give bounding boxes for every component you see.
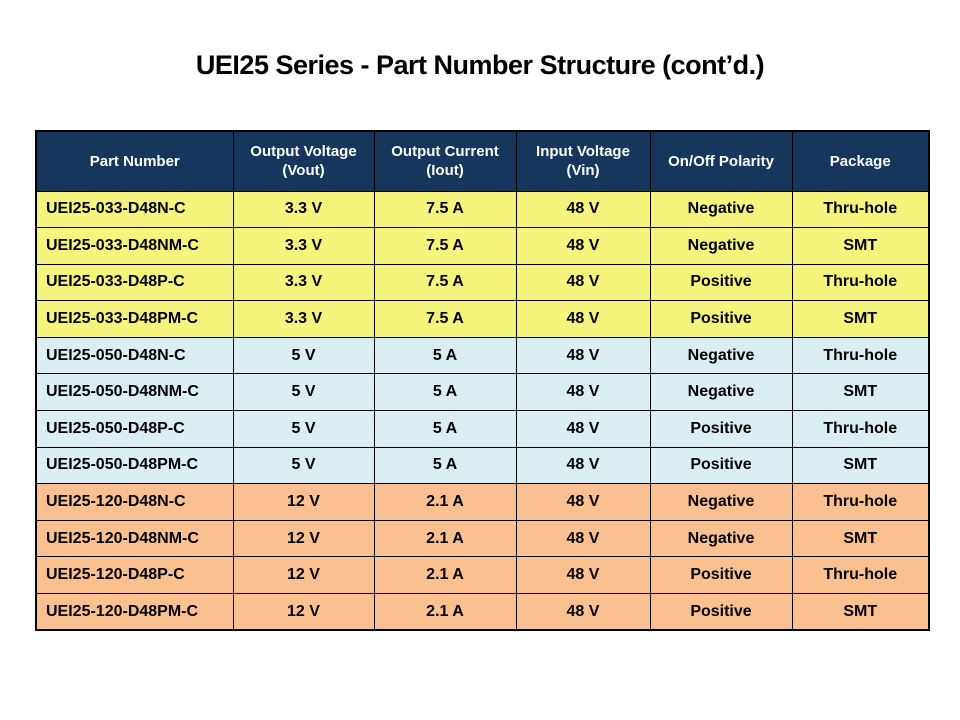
package-cell: SMT [791,519,930,558]
output-voltage-cell: 12 V [232,483,375,521]
part-number-cell: UEI25-050-D48P-C [35,410,234,448]
part-number-cell: UEI25-050-D48PM-C [35,446,234,485]
output-current-cell: 7.5 A [373,227,517,265]
polarity-cell: Negative [649,336,793,375]
input-voltage-cell: 48 V [515,227,651,265]
polarity-cell: Positive [649,410,793,448]
output-current-cell: 5 A [373,373,517,412]
output-current-cell: 7.5 A [373,190,517,229]
output-voltage-cell: 3.3 V [232,300,375,338]
input-voltage-cell: 48 V [515,483,651,521]
table-row: UEI25-120-D48NM-C 12 V 2.1 A 48 V Negative SM… [35,519,930,558]
table-row: UEI25-033-D48PM-C 3.3 V 7.5 A 48 V Positive S… [35,300,930,338]
output-voltage-cell: 3.3 V [232,263,375,302]
package-cell: SMT [791,373,930,412]
part-number-cell: UEI25-120-D48NM-C [35,519,234,558]
polarity-cell: Negative [649,190,793,229]
input-voltage-cell: 48 V [515,410,651,448]
part-number-cell: UEI25-120-D48N-C [35,483,234,521]
output-voltage-cell: 12 V [232,593,375,631]
package-cell: Thru-hole [791,483,930,521]
output-voltage-cell: 5 V [232,410,375,448]
part-number-cell: UEI25-033-D48P-C [35,263,234,302]
col-header-part-number: Part Number [35,130,234,192]
part-number-cell: UEI25-050-D48NM-C [35,373,234,412]
input-voltage-cell: 48 V [515,593,651,631]
slide-title: UEI25 Series - Part Number Structure (co… [195,50,765,80]
package-cell: Thru-hole [791,556,930,595]
package-cell: Thru-hole [791,336,930,375]
part-number-cell: UEI25-033-D48N-C [35,190,234,229]
input-voltage-cell: 48 V [515,446,651,485]
output-current-cell: 2.1 A [373,519,517,558]
package-cell: Thru-hole [791,190,930,229]
header-row: Part Number Output Voltage (Vout) Output… [35,130,930,192]
output-voltage-cell: 5 V [232,373,375,412]
polarity-cell: Negative [649,227,793,265]
output-current-cell: 5 A [373,336,517,375]
output-current-cell: 2.1 A [373,556,517,595]
package-cell: SMT [791,300,930,338]
table-row: UEI25-033-D48NM-C 3.3 V 7.5 A 48 V Negative S… [35,227,930,265]
col-header-output-voltage: Output Voltage (Vout) [232,130,375,192]
input-voltage-cell: 48 V [515,373,651,412]
output-current-cell: 2.1 A [373,593,517,631]
input-voltage-cell: 48 V [515,263,651,302]
output-voltage-cell: 12 V [232,556,375,595]
output-current-cell: 5 A [373,410,517,448]
output-current-cell: 7.5 A [373,263,517,302]
polarity-cell: Negative [649,519,793,558]
package-cell: Thru-hole [791,410,930,448]
table-row: UEI25-033-D48N-C 3.3 V 7.5 A 48 V Negative Th… [35,190,930,229]
polarity-cell: Positive [649,446,793,485]
output-voltage-cell: 5 V [232,446,375,485]
part-number-cell: UEI25-120-D48PM-C [35,593,234,631]
col-header-input-voltage: Input Voltage (Vin) [515,130,651,192]
table-row: UEI25-033-D48P-C 3.3 V 7.5 A 48 V Positive Th… [35,263,930,302]
output-voltage-cell: 5 V [232,336,375,375]
input-voltage-cell: 48 V [515,556,651,595]
input-voltage-cell: 48 V [515,190,651,229]
output-voltage-cell: 3.3 V [232,227,375,265]
output-voltage-cell: 3.3 V [232,190,375,229]
part-number-cell: UEI25-050-D48N-C [35,336,234,375]
input-voltage-cell: 48 V [515,300,651,338]
part-number-table: Part Number Output Voltage (Vout) Output… [35,130,930,632]
output-voltage-cell: 12 V [232,519,375,558]
table-row: UEI25-120-D48N-C 12 V 2.1 A 48 V Negative Thr… [35,483,930,521]
polarity-cell: Positive [649,593,793,631]
col-header-package: Package [791,130,930,192]
output-current-cell: 2.1 A [373,483,517,521]
polarity-cell: Negative [649,373,793,412]
polarity-cell: Positive [649,556,793,595]
package-cell: Thru-hole [791,263,930,302]
polarity-cell: Negative [649,483,793,521]
table-row: UEI25-120-D48PM-C 12 V 2.1 A 48 V Positive SM… [35,593,930,631]
table-header: Part Number Output Voltage (Vout) Output… [35,130,930,192]
package-cell: SMT [791,446,930,485]
input-voltage-cell: 48 V [515,519,651,558]
output-current-cell: 7.5 A [373,300,517,338]
package-cell: SMT [791,593,930,631]
polarity-cell: Positive [649,263,793,302]
table-row: UEI25-120-D48P-C 12 V 2.1 A 48 V Positive Thr… [35,556,930,595]
part-number-cell: UEI25-033-D48NM-C [35,227,234,265]
col-header-polarity: On/Off Polarity [649,130,793,192]
table-body: UEI25-033-D48N-C 3.3 V 7.5 A 48 V Negative Th… [35,190,930,631]
polarity-cell: Positive [649,300,793,338]
col-header-output-current: Output Current (Iout) [373,130,517,192]
package-cell: SMT [791,227,930,265]
part-number-cell: UEI25-033-D48PM-C [35,300,234,338]
output-current-cell: 5 A [373,446,517,485]
input-voltage-cell: 48 V [515,336,651,375]
part-number-cell: UEI25-120-D48P-C [35,556,234,595]
